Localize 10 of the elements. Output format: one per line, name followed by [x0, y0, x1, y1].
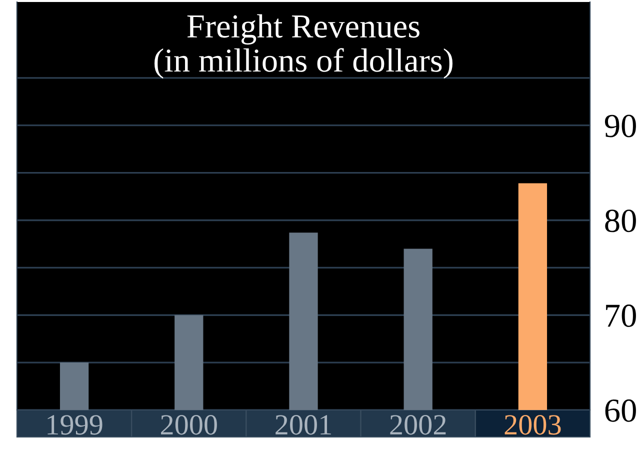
text: Freight Revenues (in millions of dollars): [154, 14, 452, 79]
x-tick-label: 2001: [276, 415, 331, 435]
x-tick-label: 2003: [504, 415, 561, 435]
y-tick-label: 90: [604, 114, 636, 138]
x-tick-label: 2002: [390, 415, 446, 435]
y-tick-label: 70: [606, 304, 636, 328]
x-tick-label: 2000: [161, 415, 217, 435]
y-tick-label: 60: [605, 399, 636, 422]
y-tick-label: 80: [605, 210, 636, 232]
x-tick-label: 1999: [48, 415, 102, 435]
